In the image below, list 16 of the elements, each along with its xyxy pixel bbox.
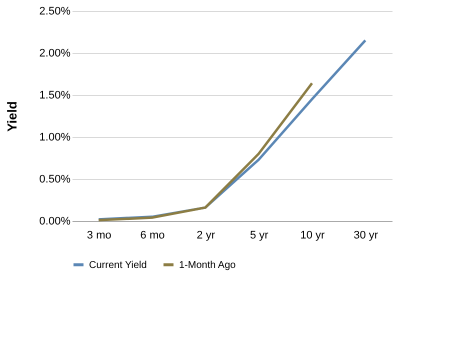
x-tick-label: 2 yr (196, 230, 216, 242)
y-tick-label: 2.00% (39, 48, 71, 60)
x-tick-label: 30 yr (354, 230, 378, 242)
legend-label: Current Yield (89, 260, 147, 271)
x-tick-label: 5 yr (250, 230, 269, 242)
y-axis-title: Yield (4, 101, 20, 132)
x-tick-label: 3 mo (86, 230, 112, 242)
x-tick-label: 6 mo (140, 230, 165, 242)
x-tick-label: 10 yr (300, 230, 326, 242)
line-series (97, 82, 314, 222)
y-tick-label: 0.00% (39, 216, 71, 228)
y-tick-label: 1.50% (39, 90, 71, 102)
y-tick-label: 2.50% (39, 6, 71, 18)
y-tick-label: 1.00% (39, 132, 71, 144)
y-tick-label: 0.50% (39, 174, 71, 186)
legend-label: 1-Month Ago (179, 260, 236, 271)
